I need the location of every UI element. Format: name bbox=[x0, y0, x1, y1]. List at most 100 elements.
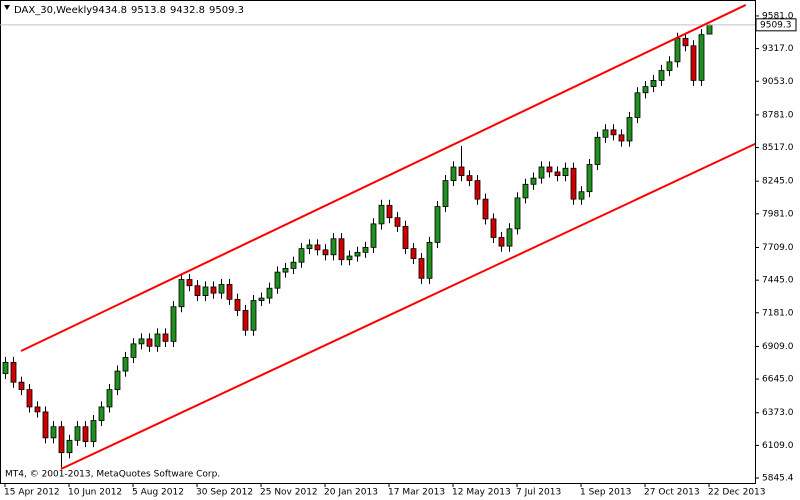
candle-body bbox=[122, 357, 129, 372]
candle-body bbox=[466, 175, 473, 181]
candle-body bbox=[554, 171, 561, 177]
candle-body bbox=[442, 180, 449, 207]
candle-body bbox=[570, 167, 577, 200]
x-tick-label: 15 Apr 2012 bbox=[4, 488, 60, 498]
candle-body bbox=[386, 204, 393, 219]
x-tick-label: 27 Oct 2013 bbox=[644, 488, 700, 498]
candle-body bbox=[338, 238, 345, 261]
candle-body bbox=[194, 285, 201, 297]
candle-body bbox=[178, 279, 185, 308]
y-tick-label: 6373.0 bbox=[762, 408, 794, 418]
candle-body bbox=[26, 389, 33, 408]
candle-body bbox=[146, 338, 153, 347]
candle-body bbox=[250, 300, 257, 331]
candle-body bbox=[162, 333, 169, 342]
candle-body bbox=[618, 134, 625, 142]
x-tick-label: 30 Sep 2012 bbox=[196, 488, 253, 498]
candle-body bbox=[322, 249, 329, 256]
candle-body bbox=[298, 248, 305, 263]
y-tick-label: 6909.0 bbox=[762, 342, 794, 352]
candle-body bbox=[482, 198, 489, 220]
candle-body bbox=[242, 310, 249, 331]
candle-body bbox=[626, 117, 633, 142]
candle-body bbox=[402, 225, 409, 250]
x-tick-label: 7 Jul 2013 bbox=[516, 488, 561, 498]
candle-body bbox=[506, 228, 513, 247]
y-tick-label: 9581.0 bbox=[762, 11, 794, 21]
candle-body bbox=[410, 248, 417, 259]
y-tick-label: 7445.0 bbox=[762, 276, 794, 286]
candle-body bbox=[138, 338, 145, 345]
candle-body bbox=[602, 129, 609, 138]
candle-body bbox=[522, 183, 529, 199]
chart-title: DAX_30,Weekly bbox=[14, 5, 92, 16]
y-tick-label: 9317.0 bbox=[762, 44, 794, 54]
candle-body bbox=[130, 343, 137, 358]
candle-body bbox=[10, 362, 17, 383]
y-tick-label: 8245.0 bbox=[762, 177, 794, 187]
candle-body bbox=[34, 406, 41, 413]
header-close: 9509.3 bbox=[209, 5, 244, 16]
candle-body bbox=[114, 370, 121, 391]
candle-body bbox=[698, 34, 705, 81]
candle-body bbox=[426, 242, 433, 279]
x-tick-label: 20 Jan 2013 bbox=[324, 488, 378, 498]
candle-body bbox=[106, 389, 113, 408]
candle-body bbox=[42, 411, 49, 439]
candle-body bbox=[458, 166, 465, 177]
candle-body bbox=[658, 70, 665, 81]
candle-body bbox=[434, 206, 441, 243]
candle-body bbox=[18, 381, 25, 391]
candle-body bbox=[586, 164, 593, 193]
candle-body bbox=[98, 406, 105, 421]
candle-body bbox=[690, 45, 697, 81]
y-tick-label: 9053.0 bbox=[762, 77, 794, 87]
x-tick-label: 25 Nov 2012 bbox=[260, 488, 318, 498]
candle-body bbox=[66, 439, 73, 454]
candle-body bbox=[498, 237, 505, 247]
candle-body bbox=[610, 129, 617, 136]
candle-body bbox=[674, 37, 681, 63]
x-tick-label: 1 Sep 2013 bbox=[580, 488, 631, 498]
y-tick-label: 8781.0 bbox=[762, 110, 794, 120]
candle-body bbox=[210, 286, 217, 294]
candle-body bbox=[154, 333, 161, 347]
candle-body bbox=[418, 258, 425, 279]
footer: MT4, © 2001-2013, MetaQuotes Software Co… bbox=[5, 470, 220, 480]
candle-body bbox=[666, 61, 673, 71]
candle-body bbox=[642, 86, 649, 94]
candle-body bbox=[546, 166, 553, 173]
candle-body bbox=[314, 244, 321, 251]
candle-body bbox=[474, 180, 481, 200]
channel-line bbox=[60, 142, 755, 470]
candle-body bbox=[450, 166, 457, 181]
x-tick-label: 12 May 2013 bbox=[452, 488, 511, 498]
candle-body bbox=[594, 136, 601, 165]
plot-border bbox=[0, 0, 756, 484]
candle-body bbox=[538, 166, 545, 179]
y-tick-label: 8517.0 bbox=[762, 143, 794, 153]
candle-body bbox=[370, 223, 377, 248]
header-open: 9434.8 bbox=[92, 5, 127, 16]
header-high: 9513.8 bbox=[131, 5, 166, 16]
candle-body bbox=[82, 426, 89, 442]
y-tick-label: 6109.0 bbox=[762, 441, 794, 451]
menu-triangle bbox=[4, 5, 10, 10]
candle-body bbox=[218, 284, 225, 294]
header-low: 9432.8 bbox=[170, 5, 205, 16]
y-tick-label: 7709.0 bbox=[762, 243, 794, 253]
candle-body bbox=[290, 261, 297, 269]
candle-body bbox=[234, 298, 241, 311]
candle-body bbox=[490, 218, 497, 238]
candle-body bbox=[282, 268, 289, 273]
candle-body bbox=[562, 167, 569, 177]
candle-body bbox=[682, 37, 689, 47]
candle-body bbox=[354, 251, 361, 257]
candle-body bbox=[530, 177, 537, 185]
candle-body bbox=[394, 217, 401, 227]
candle-body bbox=[330, 238, 337, 256]
y-tick-label: 7981.0 bbox=[762, 209, 794, 219]
